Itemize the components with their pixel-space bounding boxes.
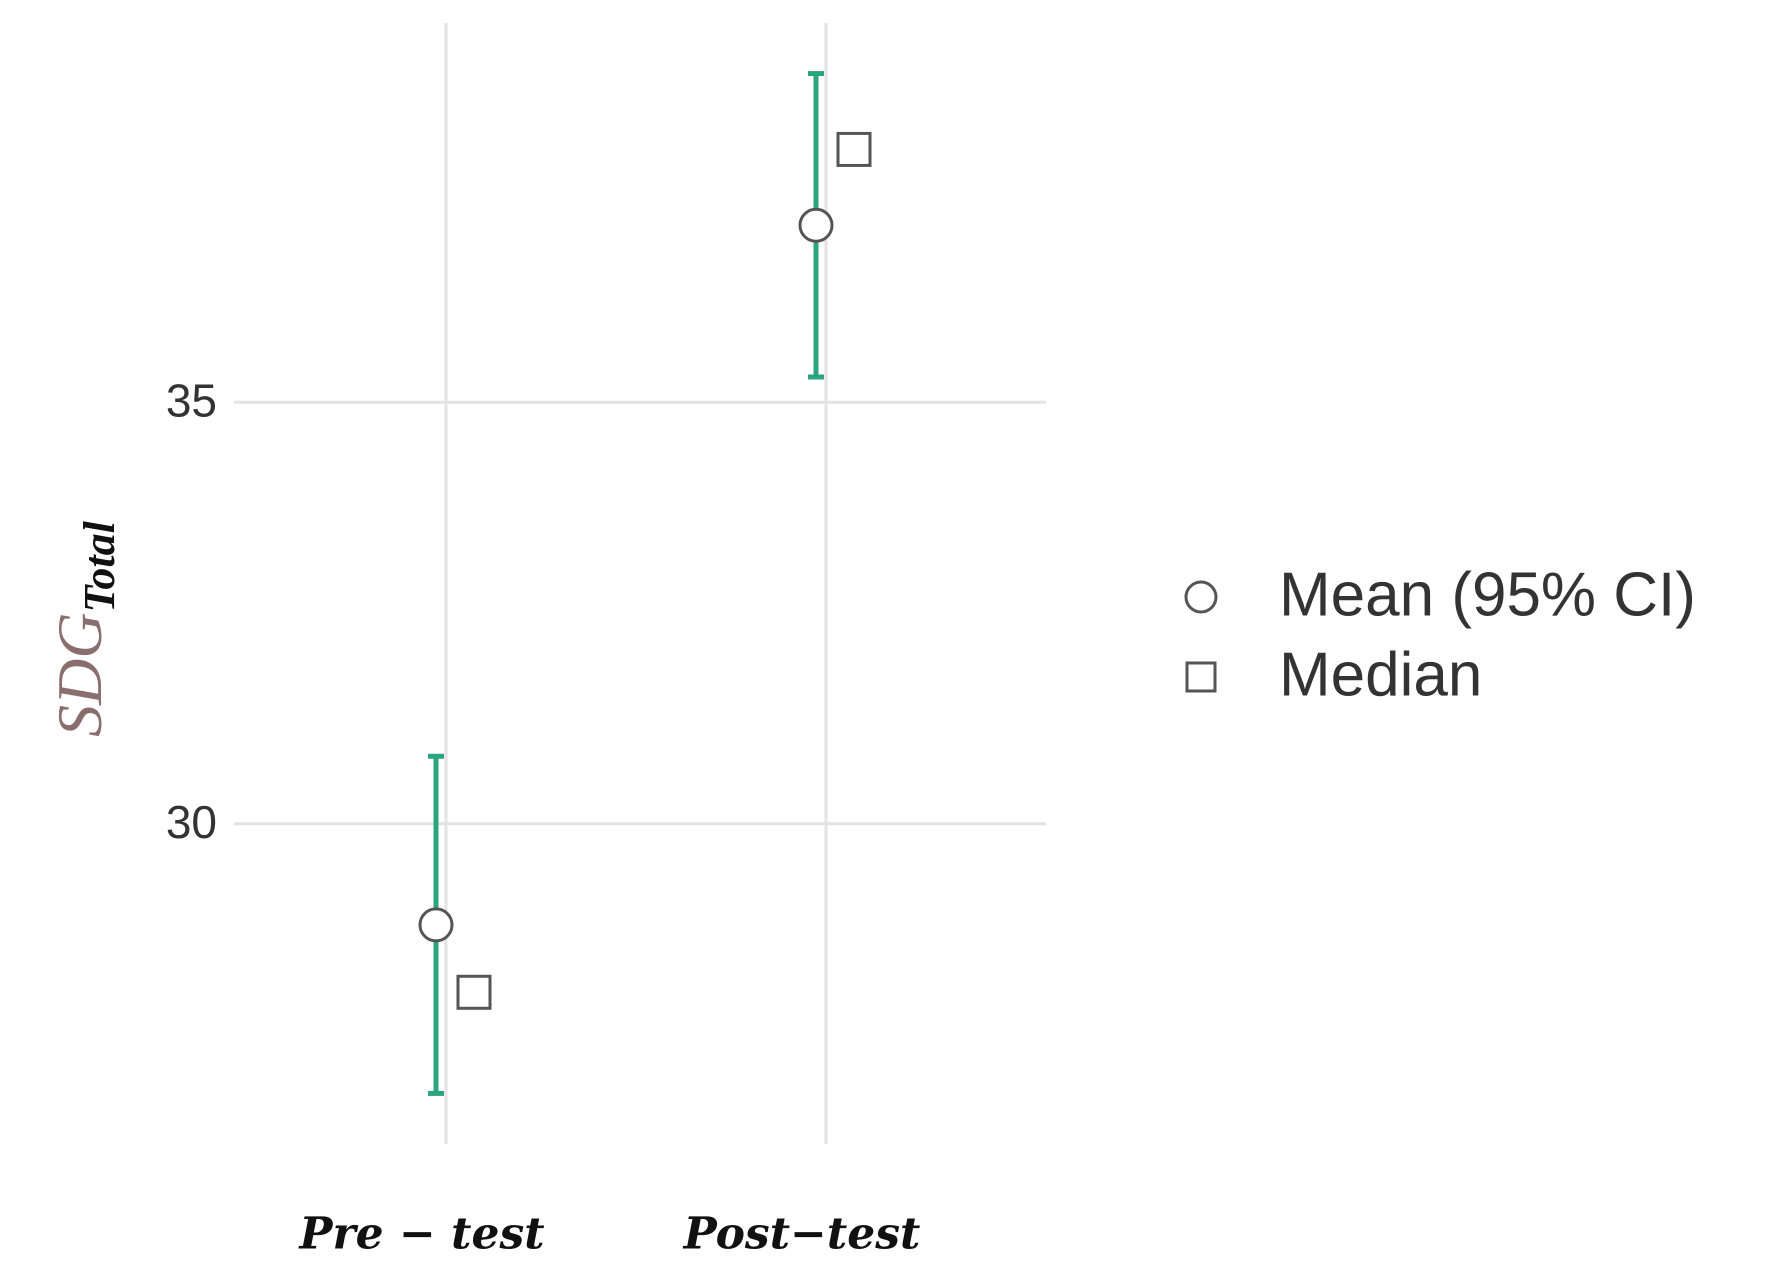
median-point — [456, 974, 492, 1010]
x-tick-label: Post−test — [682, 1209, 921, 1260]
mean-point — [798, 207, 834, 243]
x-tick-label: Pre − test — [297, 1209, 544, 1260]
y-tick-label: 30 — [166, 796, 217, 848]
median-point — [836, 131, 872, 167]
y-axis-label: SDGTotal — [44, 520, 124, 737]
legend-marker — [1184, 580, 1218, 614]
mean-point — [418, 907, 454, 943]
y-axis-label-main: SDG — [44, 612, 115, 736]
y-tick-label: 35 — [166, 374, 217, 426]
legend-label: Mean (95% CI) — [1279, 560, 1696, 629]
y-axis-label-subscript: Total — [75, 520, 124, 612]
legend-marker — [1185, 661, 1217, 693]
legend-label: Median — [1279, 640, 1482, 709]
